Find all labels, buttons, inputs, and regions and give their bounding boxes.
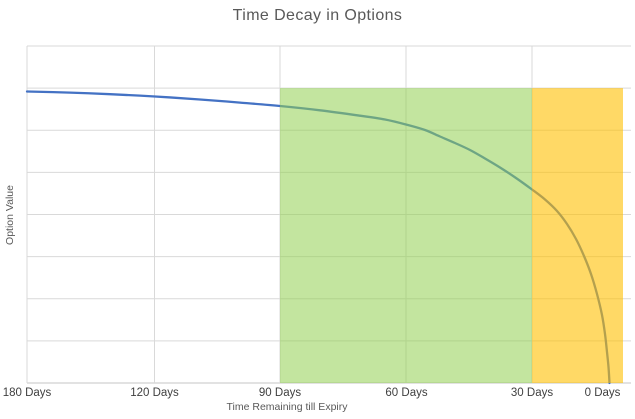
y-axis-title: Option Value — [4, 185, 16, 245]
x-tick-label: 30 Days — [510, 387, 554, 399]
x-tick-label: 180 Days — [2, 387, 52, 399]
x-tick-label: 60 Days — [385, 387, 428, 399]
x-tick-label: 120 Days — [130, 387, 179, 399]
region-rapid-decay-zone — [532, 88, 623, 383]
chart-title: Time Decay in Options — [232, 7, 403, 24]
x-tick-label: 90 Days — [258, 387, 302, 399]
x-axis-title: Time Remaining till Expiry — [226, 401, 348, 413]
region-moderate-decay-zone — [280, 88, 532, 383]
x-tick-label: 0 Days — [584, 387, 621, 399]
